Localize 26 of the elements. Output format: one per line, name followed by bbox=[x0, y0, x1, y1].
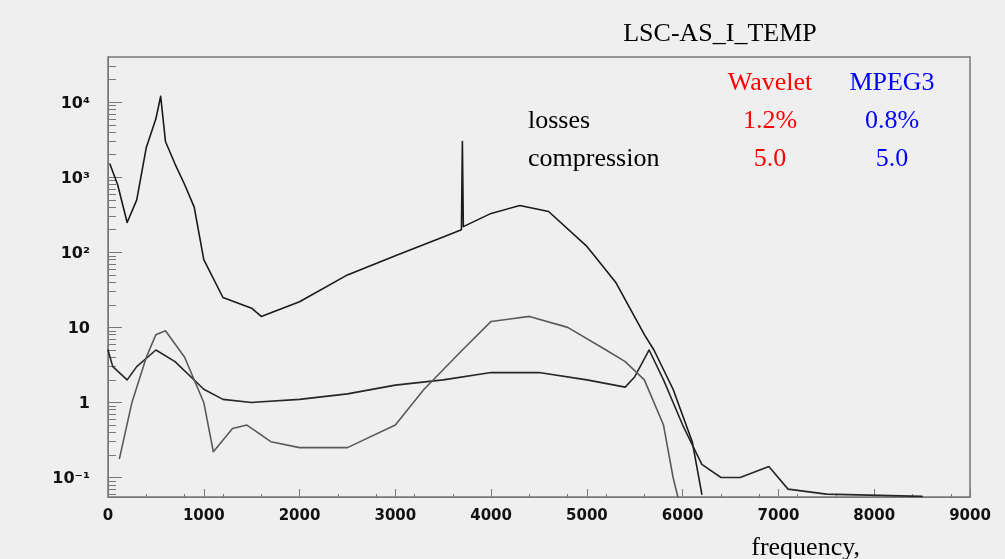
annotation: Wavelet bbox=[727, 66, 814, 96]
y-tick-label: 10⁴ bbox=[60, 92, 90, 112]
annotation: 0.8% bbox=[864, 104, 920, 134]
y-tick-label: 10³ bbox=[60, 167, 90, 187]
x-tick-label: 9000 bbox=[949, 505, 991, 524]
annotation: 1.2% bbox=[742, 104, 798, 134]
x-tick-label: 5000 bbox=[566, 505, 608, 524]
x-tick-label: 6000 bbox=[661, 505, 704, 524]
x-tick-label: 2000 bbox=[278, 505, 321, 524]
annotation: MPEG3 bbox=[849, 66, 935, 96]
x-tick-label: 3000 bbox=[374, 505, 417, 524]
annotation: 5.0 bbox=[753, 142, 787, 172]
annotation: losses bbox=[528, 104, 591, 134]
x-tick-label: 0 bbox=[102, 505, 114, 524]
annotation: 5.0 bbox=[875, 142, 909, 172]
annotation: compression bbox=[528, 142, 660, 172]
y-tick-label: 10² bbox=[60, 242, 90, 262]
y-tick-label: 1 bbox=[78, 392, 90, 412]
x-tick-label: 1000 bbox=[182, 505, 225, 524]
x-tick-label: 8000 bbox=[853, 505, 896, 524]
chart-title: LSC-AS_I_TEMP bbox=[623, 17, 817, 47]
line-series bbox=[118, 315, 679, 498]
y-tick-label: 10⁻¹ bbox=[52, 468, 90, 488]
y-tick-label: 10 bbox=[67, 317, 90, 337]
x-tick-label: 7000 bbox=[757, 505, 800, 524]
x-tick-label: 4000 bbox=[470, 505, 512, 524]
